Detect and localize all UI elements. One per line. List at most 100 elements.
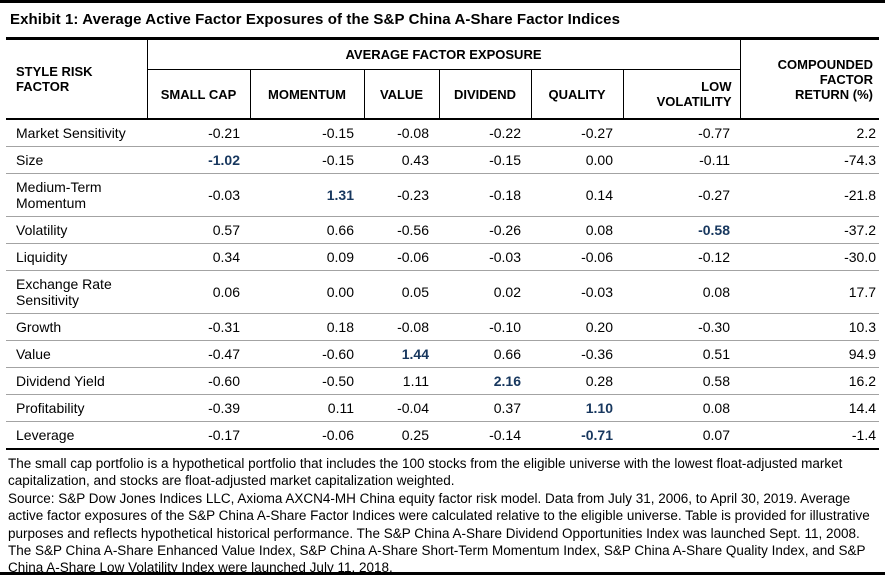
table-row: Medium-Term Momentum -0.03 1.31 -0.23 -0.18 0… [6, 173, 879, 217]
exposure-value: -0.39 [147, 394, 250, 422]
exposure-value: 0.05 [364, 270, 439, 314]
footnotes: The small cap portfolio is a hypothetica… [6, 450, 879, 575]
exhibit-title: Exhibit 1: Average Active Factor Exposur… [6, 3, 879, 40]
exposure-value: 0.09 [250, 243, 364, 271]
exposure-value: 0.57 [147, 216, 250, 244]
exposure-value: 0.06 [147, 270, 250, 314]
exposure-value-intended: 1.44 [364, 340, 439, 368]
exposure-value: 0.28 [531, 367, 623, 395]
exposure-value: -0.15 [439, 146, 531, 174]
exposure-value: 0.00 [531, 146, 623, 174]
exposure-value-intended: -0.71 [531, 421, 623, 450]
table-body: Market Sensitivity -0.21 -0.15 -0.08 -0.22 -0… [6, 119, 879, 450]
exposure-value: 0.08 [531, 216, 623, 244]
compounded-return-value: -74.3 [740, 146, 879, 174]
exposure-value: -0.50 [250, 367, 364, 395]
row-label: Medium-Term Momentum [6, 173, 147, 217]
header-compounded-factor-return: COMPOUNDED FACTOR RETURN (%) [739, 40, 879, 120]
compounded-return-value: -1.4 [740, 421, 879, 450]
table-row: Size -1.02 -0.15 0.43 -0.15 0.00 -0.11 -74.3 [6, 146, 879, 174]
row-label: Exchange Rate Sensitivity [6, 270, 147, 314]
row-label: Volatility [6, 216, 147, 244]
compounded-return-value: 2.2 [740, 119, 879, 147]
compounded-return-value: 16.2 [740, 367, 879, 395]
exposure-value: 0.51 [623, 340, 740, 368]
exposure-value: -0.03 [439, 243, 531, 271]
header-style-risk-factor: STYLE RISK FACTOR [6, 40, 148, 120]
exposure-value: 0.08 [623, 270, 740, 314]
exposure-value: 0.37 [439, 394, 531, 422]
exposure-value-intended: 1.31 [250, 173, 364, 217]
compounded-return-value: 10.3 [740, 313, 879, 341]
exposure-value: -0.23 [364, 173, 439, 217]
exposure-value: 1.11 [364, 367, 439, 395]
exposure-value: -0.15 [250, 146, 364, 174]
table-row: Value -0.47 -0.60 1.44 0.66 -0.36 0.51 94.9 [6, 340, 879, 368]
exposure-value: -0.08 [364, 119, 439, 147]
row-label: Value [6, 340, 147, 368]
exposure-value: -0.36 [531, 340, 623, 368]
compounded-return-value: 94.9 [740, 340, 879, 368]
subheader-low-volatility: LOW VOLATILITY [623, 69, 741, 120]
compounded-return-value: -37.2 [740, 216, 879, 244]
exposure-value: -0.26 [439, 216, 531, 244]
exposure-value: 0.18 [250, 313, 364, 341]
subheader-quality: QUALITY [531, 69, 624, 120]
exposure-value: 0.43 [364, 146, 439, 174]
row-label: Growth [6, 313, 147, 341]
subheader-value: VALUE [364, 69, 440, 120]
exposure-value: -0.03 [147, 173, 250, 217]
exposure-value: -0.56 [364, 216, 439, 244]
exposure-value: -0.60 [147, 367, 250, 395]
exposure-value: -0.08 [364, 313, 439, 341]
factor-exposure-table: STYLE RISK FACTOR AVERAGE FACTOR EXPOSUR… [6, 40, 879, 450]
row-label: Market Sensitivity [6, 119, 147, 147]
subheader-dividend: DIVIDEND [439, 69, 532, 120]
footnote-source: Source: S&P Dow Jones Indices LLC, Axiom… [8, 490, 870, 575]
exposure-value-intended: 1.10 [531, 394, 623, 422]
table-row: Leverage -0.17 -0.06 0.25 -0.14 -0.71 0.07 -1.4 [6, 421, 879, 450]
exposure-value: -0.27 [531, 119, 623, 147]
exposure-value: 0.14 [531, 173, 623, 217]
exposure-value: -0.06 [531, 243, 623, 271]
header-average-factor-exposure: AVERAGE FACTOR EXPOSURE [147, 40, 740, 70]
exposure-value: 0.08 [623, 394, 740, 422]
exposure-value: -0.47 [147, 340, 250, 368]
row-label: Dividend Yield [6, 367, 147, 395]
exposure-value: 0.34 [147, 243, 250, 271]
compounded-return-value: 17.7 [740, 270, 879, 314]
exposure-value-intended: 2.16 [439, 367, 531, 395]
exposure-value: -0.18 [439, 173, 531, 217]
exposure-value-intended: -0.58 [623, 216, 740, 244]
exposure-value: -0.06 [250, 421, 364, 450]
exposure-value: -0.27 [623, 173, 740, 217]
exposure-value: -0.04 [364, 394, 439, 422]
table-header: STYLE RISK FACTOR AVERAGE FACTOR EXPOSUR… [6, 40, 879, 120]
exposure-value: 0.66 [439, 340, 531, 368]
exposure-value: -0.03 [531, 270, 623, 314]
subheader-small-cap: SMALL CAP [147, 69, 251, 120]
exposure-value: -0.06 [364, 243, 439, 271]
subheader-momentum: MOMENTUM [250, 69, 365, 120]
table-row: Liquidity 0.34 0.09 -0.06 -0.03 -0.06 -0.12 -30… [6, 243, 879, 271]
table-row: Volatility 0.57 0.66 -0.56 -0.26 0.08 -0.58 -37… [6, 216, 879, 244]
exposure-value: 0.02 [439, 270, 531, 314]
exposure-value: 0.25 [364, 421, 439, 450]
exposure-value: 0.07 [623, 421, 740, 450]
exposure-value-intended: -1.02 [147, 146, 250, 174]
exposure-value: 0.66 [250, 216, 364, 244]
row-label: Profitability [6, 394, 147, 422]
table-row: Market Sensitivity -0.21 -0.15 -0.08 -0.22 -0… [6, 119, 879, 147]
exposure-value: 0.00 [250, 270, 364, 314]
exposure-value: 0.58 [623, 367, 740, 395]
exposure-value: -0.11 [623, 146, 740, 174]
table-row: Growth -0.31 0.18 -0.08 -0.10 0.20 -0.30 10.3 [6, 313, 879, 341]
exposure-value: -0.21 [147, 119, 250, 147]
table-row: Exchange Rate Sensitivity 0.06 0.00 0.05 0.0… [6, 270, 879, 314]
row-label: Leverage [6, 421, 147, 450]
compounded-return-value: -21.8 [740, 173, 879, 217]
compounded-return-value: 14.4 [740, 394, 879, 422]
exposure-value: 0.11 [250, 394, 364, 422]
exposure-value: -0.15 [250, 119, 364, 147]
